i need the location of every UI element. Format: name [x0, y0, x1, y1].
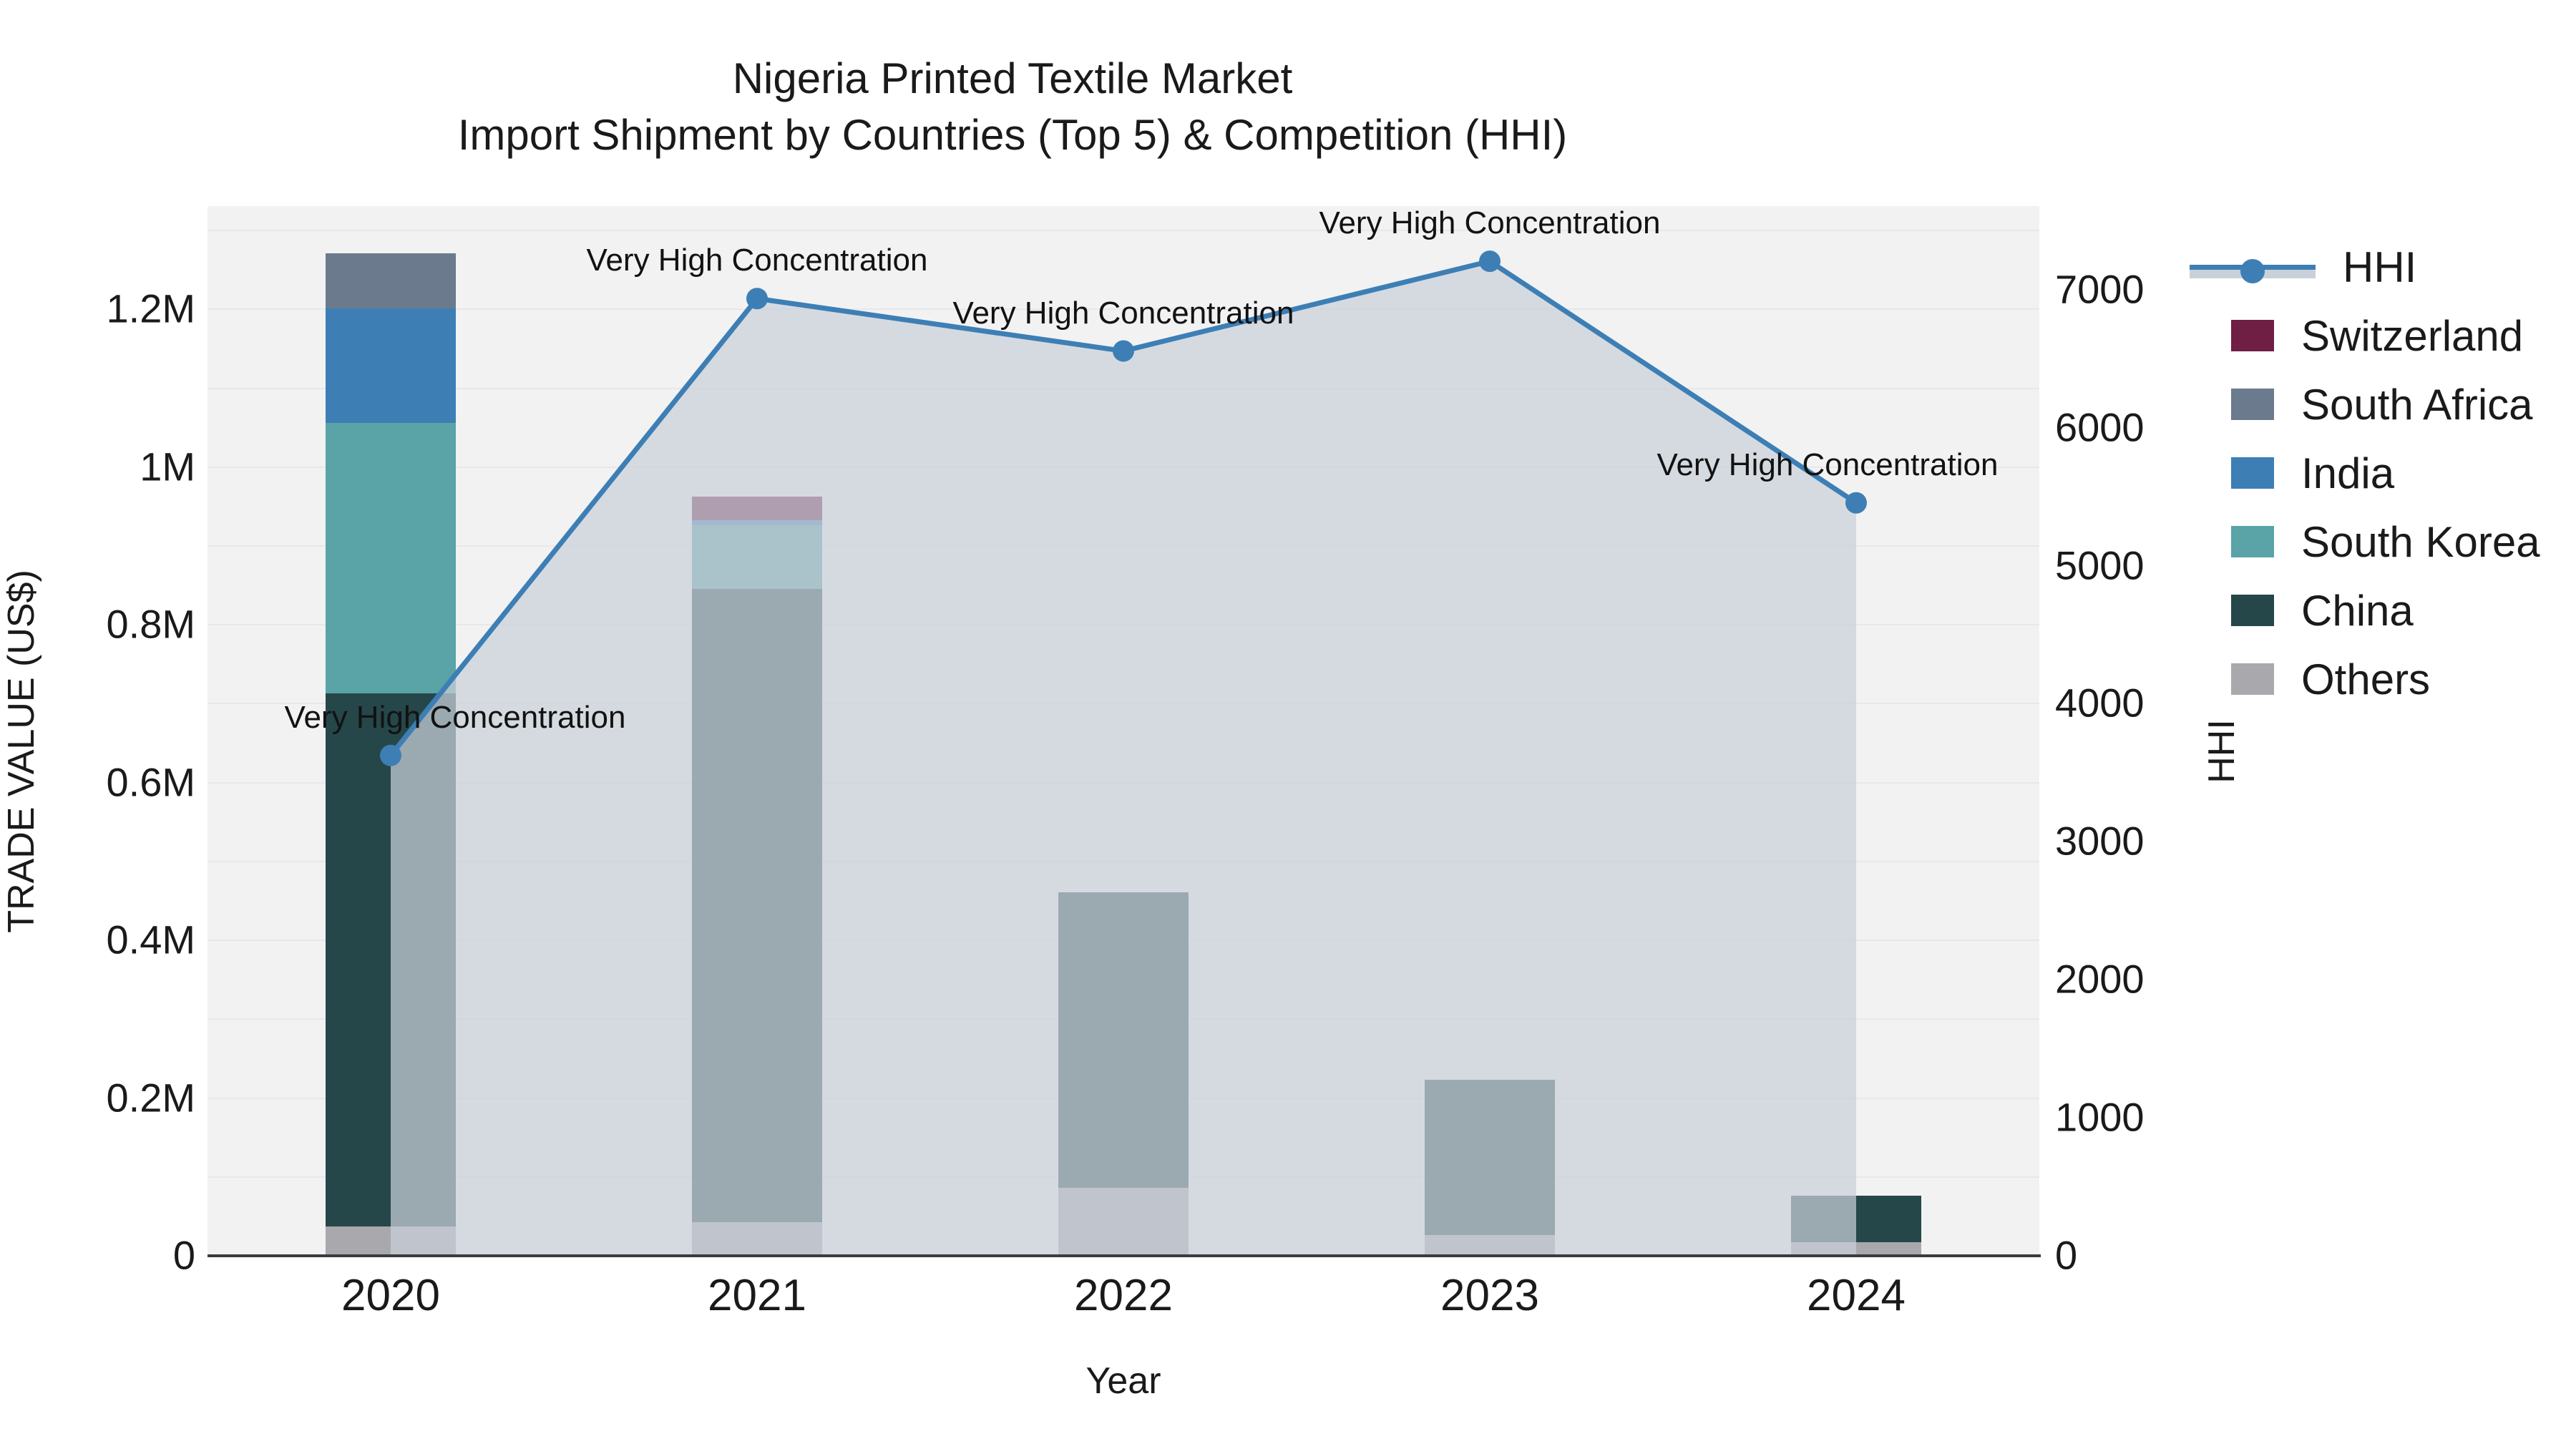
- y-left-tick: 1.2M: [106, 286, 196, 331]
- y-left-tick: 0.8M: [106, 601, 196, 647]
- gridline: [208, 545, 2039, 547]
- legend-item-hhi[interactable]: HHI: [2190, 233, 2576, 301]
- y-right-tick: 4000: [2055, 680, 2145, 726]
- y-right-tick: 3000: [2055, 818, 2145, 864]
- y-left-tick: 0.4M: [106, 917, 196, 962]
- bar-segment-switzerland-2021: [692, 496, 822, 520]
- y-axis-left-title: TRADE VALUE (US$): [1, 570, 42, 933]
- bar-segment-others-2020: [326, 1226, 456, 1255]
- y-axis-right-ticks: 0 1000 2000 3000 4000 5000 6000 7000: [2055, 0, 2284, 1449]
- legend-label: Switzerland: [2301, 311, 2524, 360]
- bar-segment-china-2021: [692, 588, 822, 1222]
- gridline: [208, 387, 2039, 389]
- y-left-tick: 0.2M: [106, 1075, 196, 1121]
- gridline: [208, 466, 2039, 468]
- x-tick-2024: 2024: [1807, 1271, 1906, 1320]
- bar-segment-south-korea-2020: [326, 423, 456, 694]
- legend-label: India: [2301, 449, 2395, 497]
- legend-item-india[interactable]: India: [2190, 439, 2576, 507]
- legend-swatch-china: [2231, 595, 2274, 626]
- bar-segment-india-2021: [692, 519, 822, 526]
- legend-swatch-others: [2231, 663, 2274, 695]
- bar-segment-others-2021: [692, 1221, 822, 1255]
- bar-segment-china-2023: [1425, 1080, 1555, 1236]
- legend-item-south-africa[interactable]: South Africa: [2190, 370, 2576, 439]
- gridline: [208, 230, 2039, 232]
- y-right-tick: 7000: [2055, 266, 2145, 312]
- y-left-tick: 0.6M: [106, 759, 196, 805]
- x-tick-2022: 2022: [1074, 1271, 1173, 1320]
- gridline: [208, 781, 2039, 784]
- bar-segment-china-2020: [326, 693, 456, 1227]
- legend-swatch-switzerland: [2231, 320, 2274, 351]
- y-left-tick: 0: [172, 1232, 195, 1278]
- y-axis-left-ticks: 0 0.2M 0.4M 0.6M 0.8M 1M 1.2M: [0, 0, 197, 1449]
- x-tick-2021: 2021: [708, 1271, 806, 1320]
- bar-segment-china-2022: [1058, 892, 1189, 1189]
- legend-swatch-south-korea: [2231, 526, 2274, 557]
- y-right-tick: 5000: [2055, 542, 2145, 588]
- legend-label: South Korea: [2301, 517, 2540, 566]
- y-right-tick: 2000: [2055, 956, 2145, 1002]
- legend-label: China: [2301, 586, 2414, 635]
- bar-segment-others-2023: [1425, 1235, 1555, 1255]
- x-axis-title: Year: [1085, 1360, 1161, 1402]
- plot-area: [208, 206, 2039, 1257]
- legend-item-others[interactable]: Others: [2190, 645, 2576, 713]
- chart-legend: HHI Switzerland South Africa India South Kor…: [2190, 233, 2576, 713]
- legend-line-marker: [2190, 251, 2316, 283]
- bar-segment-south-africa-2020: [326, 253, 456, 309]
- gridline: [208, 703, 2039, 705]
- y-right-tick: 1000: [2055, 1094, 2145, 1140]
- legend-swatch-south-africa: [2231, 389, 2274, 420]
- legend-item-switzerland[interactable]: Switzerland: [2190, 301, 2576, 370]
- gridline: [208, 860, 2039, 862]
- gridline: [208, 308, 2039, 311]
- gridline: [208, 624, 2039, 626]
- legend-label: HHI: [2343, 243, 2417, 291]
- y-right-tick: 0: [2055, 1232, 2078, 1278]
- y-right-tick: 6000: [2055, 404, 2145, 450]
- legend-label: Others: [2301, 655, 2431, 703]
- x-axis-line: [208, 1254, 2041, 1257]
- bar-segment-india-2020: [326, 308, 456, 424]
- page-title: Nigeria Printed Textile Market Import Sh…: [0, 50, 2025, 163]
- y-left-tick: 1M: [140, 444, 195, 489]
- bar-segment-china-2024: [1791, 1196, 1921, 1243]
- legend-item-china[interactable]: China: [2190, 576, 2576, 645]
- legend-label: South Africa: [2301, 380, 2533, 429]
- bar-segment-south-korea-2021: [692, 525, 822, 589]
- legend-swatch-india: [2231, 457, 2274, 489]
- legend-line-dot: [2240, 259, 2265, 283]
- title-line-2: Import Shipment by Countries (Top 5) & C…: [457, 111, 1568, 160]
- x-tick-2023: 2023: [1440, 1271, 1539, 1320]
- x-tick-2020: 2020: [341, 1271, 440, 1320]
- legend-item-south-korea[interactable]: South Korea: [2190, 507, 2576, 576]
- bar-segment-others-2024: [1791, 1242, 1921, 1255]
- bar-segment-others-2022: [1058, 1188, 1189, 1255]
- title-line-1: Nigeria Printed Textile Market: [732, 54, 1293, 102]
